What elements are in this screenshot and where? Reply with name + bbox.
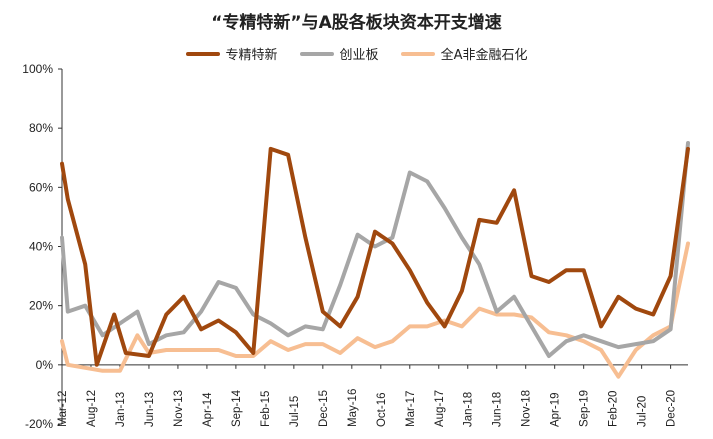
series-line-专精特新 [60, 146, 690, 367]
x-tick-label: Dec-15 [318, 390, 330, 427]
legend-label-0: 专精特新 [225, 48, 278, 63]
x-tick-label: Jul-15 [289, 396, 301, 427]
legend-swatch-2 [400, 51, 435, 56]
legend-item-全A非金融石化: 全A非金融石化 [400, 44, 528, 63]
legend: 专精特新 创业板 全A非金融石化 [0, 44, 713, 63]
x-tick-label: Mar-17 [405, 391, 417, 427]
y-tick-label: 0% [36, 358, 54, 372]
y-tick-label: 80% [29, 121, 53, 135]
y-tick-label: 20% [29, 299, 53, 313]
legend-swatch-0 [185, 51, 220, 56]
series-line-创业板 [60, 141, 690, 358]
x-tick-label: Jul-20 [637, 396, 649, 427]
y-tick-label: -20% [25, 417, 53, 431]
x-tick-label: Apr-14 [202, 392, 214, 427]
x-tick-label: Sep-14 [231, 389, 243, 427]
x-tick-label: Oct-16 [376, 392, 388, 427]
x-tick-label: Sep-19 [579, 390, 591, 427]
x-tick-label: Jan-13 [115, 392, 127, 427]
y-tick-label: 40% [29, 240, 53, 254]
x-tick-label: Aug-17 [434, 390, 446, 427]
x-tick-label: Jan-18 [463, 392, 475, 427]
legend-item-专精特新: 专精特新 [185, 44, 278, 63]
x-tick-label: Mar-12 [57, 391, 69, 427]
x-tick-label: Nov-13 [173, 390, 185, 427]
x-tick-label: Feb-15 [260, 391, 272, 427]
x-tick-label: Apr-19 [550, 392, 562, 427]
x-tick-label: Dec-20 [666, 390, 678, 427]
x-tick-label: Feb-20 [608, 391, 620, 427]
y-tick-label: 60% [29, 180, 53, 194]
x-tick-label: Nov-18 [521, 390, 533, 427]
x-tick-label: Jun-18 [492, 392, 504, 427]
x-tick-label: May-16 [347, 389, 359, 427]
legend-item-创业板: 创业板 [299, 44, 379, 63]
legend-label-1: 创业板 [339, 48, 379, 63]
x-tick-label: Aug-12 [86, 390, 98, 427]
chart-title: “专精特新”与A股各板块资本开支增速 [211, 13, 502, 33]
legend-label-2: 全A非金融石化 [440, 48, 528, 63]
legend-swatch-1 [299, 51, 334, 56]
y-tick-label: 100% [22, 62, 53, 76]
x-tick-label: Jun-13 [144, 392, 156, 427]
